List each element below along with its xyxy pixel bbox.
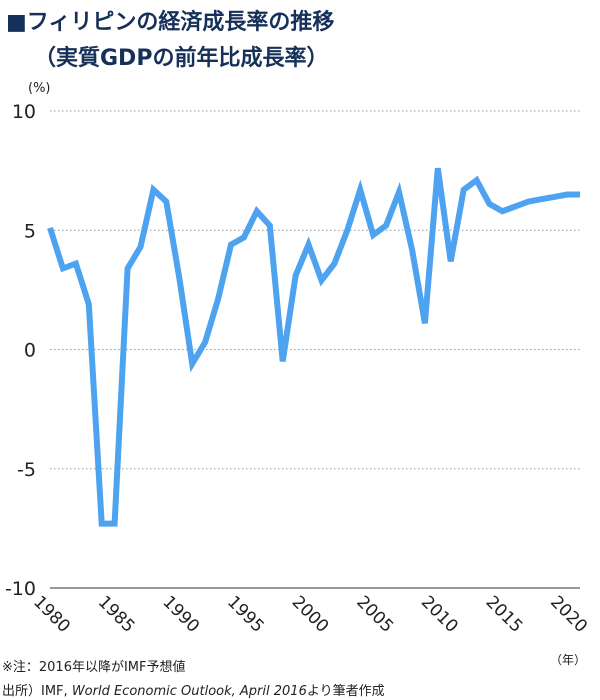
x-tick-label: 2000 [288,592,333,637]
y-tick-label: 0 [24,340,36,362]
x-tick-label: 1995 [223,592,268,637]
y-tick-label: -10 [5,578,36,600]
growth-rate-series-line [47,167,580,527]
x-tick-label: 2005 [352,592,397,637]
x-tick-label: 2020 [546,592,591,637]
source-suffix: より筆者作成 [306,684,385,699]
x-tick-label: 1985 [94,592,139,637]
footnote: ※注：2016年以降がIMF予想値 [2,660,186,675]
source-prefix: 出所）IMF, [2,684,68,699]
y-axis-unit-label: (%) [28,81,51,96]
x-axis-unit-label: （年） [549,653,586,667]
y-tick-label: 10 [12,101,36,123]
y-tick-label: -5 [17,459,36,481]
x-tick-label: 1990 [158,592,203,637]
y-tick-label: 5 [24,220,36,242]
x-tick-label: 2015 [482,592,527,637]
x-tick-label: 1980 [29,592,74,637]
source-title: World Economic Outlook, April 2016 [71,684,307,699]
chart-subtitle: （実質GDPの前年比成長率） [34,46,329,71]
source-note: 出所）IMF, World Economic Outlook, April 20… [2,680,385,699]
chart-title: ■フィリピンの経済成長率の推移 [6,10,335,35]
x-tick-label: 2010 [417,592,462,637]
